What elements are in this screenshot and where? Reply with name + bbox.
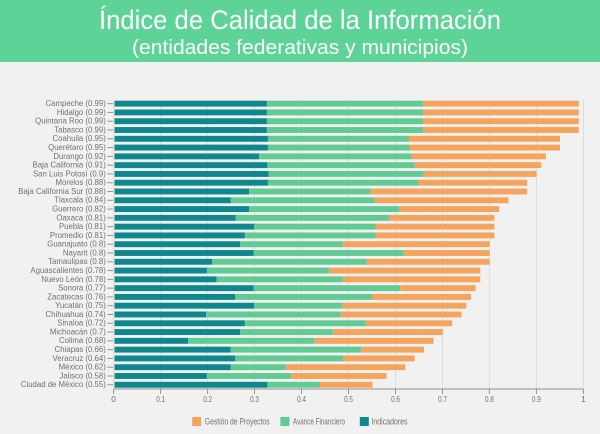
svg-text:0.3: 0.3 (250, 394, 259, 404)
svg-text:0: 0 (111, 394, 116, 404)
svg-text:0.7: 0.7 (438, 394, 447, 404)
svg-text:Gestión de Proyectos: Gestión de Proyectos (205, 417, 270, 428)
svg-text:Morelos (0.88): Morelos (0.88) (56, 178, 107, 187)
svg-text:0.5: 0.5 (344, 394, 353, 404)
svg-text:Guerrero (0.82): Guerrero (0.82) (52, 204, 106, 213)
svg-text:México (0.62): México (0.62) (59, 363, 107, 372)
svg-text:Avance Financiero: Avance Financiero (293, 417, 345, 428)
svg-text:Jalisco (0.58): Jalisco (0.58) (59, 371, 106, 380)
svg-text:Durango (0.92): Durango (0.92) (53, 152, 106, 161)
svg-text:Zacatecas (0.76): Zacatecas (0.76) (47, 292, 106, 301)
svg-text:Coahuila (0.95): Coahuila (0.95) (52, 134, 106, 143)
svg-text:Ciudad de México (0.55): Ciudad de México (0.55) (21, 380, 106, 389)
svg-text:San Luis Potosí (0.9): San Luis Potosí (0.9) (33, 169, 106, 178)
svg-text:0.6: 0.6 (391, 394, 400, 404)
svg-text:Tabasco (0.99): Tabasco (0.99) (54, 125, 106, 134)
svg-text:0.4: 0.4 (297, 394, 306, 404)
svg-text:Chiapas (0.66): Chiapas (0.66) (55, 345, 107, 354)
svg-text:Nayarit (0.8): Nayarit (0.8) (63, 248, 106, 257)
svg-text:Aguascalientes (0.78): Aguascalientes (0.78) (30, 266, 106, 275)
svg-text:0.9: 0.9 (532, 394, 541, 404)
svg-text:Baja California Sur (0.88): Baja California Sur (0.88) (18, 187, 106, 196)
svg-text:Querétaro (0.95): Querétaro (0.95) (48, 143, 106, 152)
svg-text:Chihuahua (0.74): Chihuahua (0.74) (46, 310, 107, 319)
svg-text:Tlaxcala (0.84): Tlaxcala (0.84) (54, 196, 106, 205)
svg-text:Nuevo León (0.78): Nuevo León (0.78) (41, 275, 106, 284)
svg-text:Sinaloa (0.72): Sinaloa (0.72) (57, 319, 106, 328)
svg-text:0.1: 0.1 (156, 394, 165, 404)
svg-text:Tamaulipas (0.8): Tamaulipas (0.8) (48, 257, 106, 266)
svg-text:Guanajuato (0.8): Guanajuato (0.8) (47, 240, 106, 249)
svg-text:(entidades federativas y munic: (entidades federativas y municipios) (132, 36, 468, 59)
svg-text:Colima (0.68): Colima (0.68) (59, 336, 106, 345)
svg-text:Baja California (0.91): Baja California (0.91) (33, 161, 107, 170)
svg-text:Veracruz (0.64): Veracruz (0.64) (52, 354, 106, 363)
svg-text:Quintana Roo (0.99): Quintana Roo (0.99) (35, 117, 106, 126)
svg-text:0.8: 0.8 (485, 394, 494, 404)
svg-text:Índice de Calidad de la Inform: Índice de Calidad de la Información (99, 5, 501, 35)
svg-text:Hidalgo (0.99): Hidalgo (0.99) (57, 108, 106, 117)
svg-text:Oaxaca (0.81): Oaxaca (0.81) (56, 213, 106, 222)
svg-text:Promedio (0.81): Promedio (0.81) (50, 231, 106, 240)
svg-text:Puebla (0.81): Puebla (0.81) (59, 222, 106, 231)
svg-text:Indicadores: Indicadores (372, 417, 408, 428)
svg-text:Michoacán (0.7): Michoacán (0.7) (50, 327, 106, 336)
svg-text:1: 1 (581, 394, 586, 404)
svg-text:Yucatán (0.75): Yucatán (0.75) (55, 301, 106, 310)
svg-text:Sonora (0.77): Sonora (0.77) (58, 284, 106, 293)
svg-text:0.2: 0.2 (203, 394, 212, 404)
svg-text:Campeche (0.99): Campeche (0.99) (46, 99, 107, 108)
